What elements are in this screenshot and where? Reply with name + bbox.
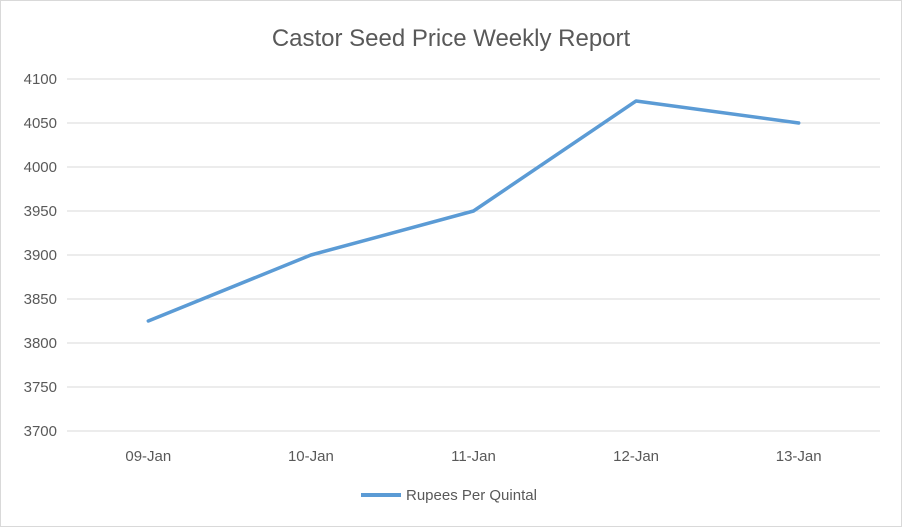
legend: Rupees Per Quintal xyxy=(361,487,537,504)
x-axis-ticks: 09-Jan 10-Jan 11-Jan 12-Jan 13-Jan xyxy=(125,448,821,465)
y-tick-label: 3750 xyxy=(24,379,57,396)
y-axis-ticks: 3700 3750 3800 3850 3900 3950 4000 4050 4100 xyxy=(24,71,57,440)
series-group xyxy=(146,99,801,323)
y-tick-label: 3850 xyxy=(24,291,57,308)
series-line xyxy=(146,99,801,323)
y-tick-label: 3950 xyxy=(24,203,57,220)
x-tick-label: 12-Jan xyxy=(613,448,659,465)
y-tick-label: 3900 xyxy=(24,247,57,264)
x-tick-label: 09-Jan xyxy=(125,448,171,465)
y-tick-label: 4050 xyxy=(24,115,57,132)
x-tick-label: 10-Jan xyxy=(288,448,334,465)
y-tick-label: 4100 xyxy=(24,71,57,88)
chart-title: Castor Seed Price Weekly Report xyxy=(272,25,631,52)
grid-lines xyxy=(67,78,880,432)
x-tick-label: 13-Jan xyxy=(776,448,822,465)
y-tick-label: 3700 xyxy=(24,423,57,440)
y-tick-label: 3800 xyxy=(24,335,57,352)
y-tick-label: 4000 xyxy=(24,159,57,176)
legend-label: Rupees Per Quintal xyxy=(406,487,537,504)
x-tick-label: 11-Jan xyxy=(451,448,496,465)
